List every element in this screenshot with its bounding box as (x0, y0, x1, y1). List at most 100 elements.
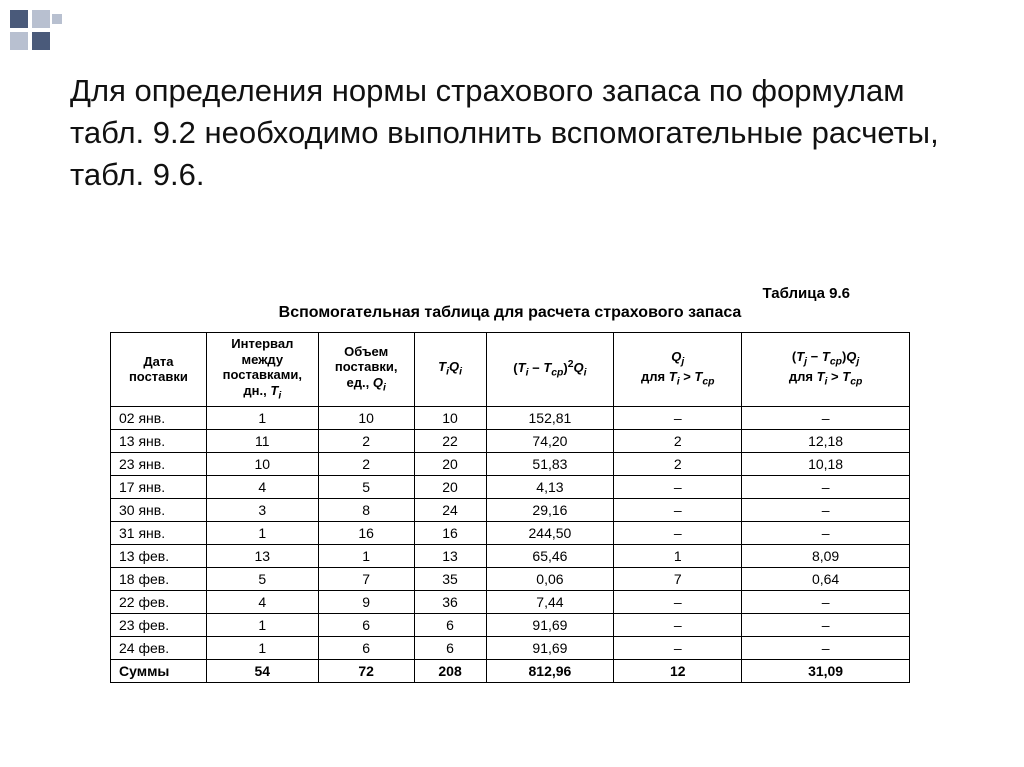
cell-c4: 29,16 (486, 498, 614, 521)
cell-c6: – (742, 521, 910, 544)
cell-c2: 1 (318, 544, 414, 567)
cell-c0: 30 янв. (111, 498, 207, 521)
cell-c0: 23 янв. (111, 452, 207, 475)
cell-c3: 35 (414, 567, 486, 590)
cell-c6: – (742, 475, 910, 498)
cell-c2: 10 (318, 406, 414, 429)
cell-c2: 7 (318, 567, 414, 590)
cell-c4: 152,81 (486, 406, 614, 429)
table-row: 13 фев.1311365,4618,09 (111, 544, 910, 567)
cell-c1: 4 (206, 475, 318, 498)
cell-c2: 2 (318, 452, 414, 475)
cell-c6: 8,09 (742, 544, 910, 567)
cell-c1: 10 (206, 452, 318, 475)
table-row: 31 янв.11616244,50–– (111, 521, 910, 544)
cell-c4: 91,69 (486, 636, 614, 659)
cell-c2: 72 (318, 659, 414, 682)
cell-c5: – (614, 521, 742, 544)
table-header-row: Датапоставки Интервалмеждупоставками,дн.… (111, 333, 910, 407)
table-row: 23 янв.1022051,83210,18 (111, 452, 910, 475)
cell-c1: 1 (206, 521, 318, 544)
table-row: 02 янв.11010152,81–– (111, 406, 910, 429)
th-qj: Qjдля Ti > Tср (614, 333, 742, 407)
cell-c2: 8 (318, 498, 414, 521)
cell-c6: – (742, 613, 910, 636)
cell-c3: 24 (414, 498, 486, 521)
cell-c1: 1 (206, 406, 318, 429)
cell-c6: – (742, 406, 910, 429)
cell-c6: – (742, 590, 910, 613)
cell-c2: 9 (318, 590, 414, 613)
cell-c0: 31 янв. (111, 521, 207, 544)
cell-c5: – (614, 613, 742, 636)
table-row: 23 фев.16691,69–– (111, 613, 910, 636)
cell-c1: 3 (206, 498, 318, 521)
cell-c5: – (614, 636, 742, 659)
cell-c5: 12 (614, 659, 742, 682)
data-table: Датапоставки Интервалмеждупоставками,дн.… (110, 332, 910, 683)
cell-c5: – (614, 590, 742, 613)
cell-c6: 10,18 (742, 452, 910, 475)
cell-c5: – (614, 406, 742, 429)
cell-c4: 812,96 (486, 659, 614, 682)
table-9-6: Таблица 9.6 Вспомогательная таблица для … (110, 285, 910, 683)
cell-c4: 91,69 (486, 613, 614, 636)
cell-c6: 0,64 (742, 567, 910, 590)
table-row: 24 фев.16691,69–– (111, 636, 910, 659)
cell-c3: 20 (414, 452, 486, 475)
table-row: 22 фев.49367,44–– (111, 590, 910, 613)
th-tqj: (Tj − Tср)Qjдля Ti > Tср (742, 333, 910, 407)
cell-c1: 54 (206, 659, 318, 682)
corner-decoration (10, 10, 70, 52)
cell-c0: 24 фев. (111, 636, 207, 659)
cell-c4: 4,13 (486, 475, 614, 498)
cell-c3: 20 (414, 475, 486, 498)
cell-c5: 1 (614, 544, 742, 567)
cell-c3: 36 (414, 590, 486, 613)
cell-c3: 13 (414, 544, 486, 567)
cell-c6: – (742, 498, 910, 521)
cell-c1: 1 (206, 613, 318, 636)
cell-c0: 17 янв. (111, 475, 207, 498)
table-row: 18 фев.57350,0670,64 (111, 567, 910, 590)
table-title: Вспомогательная таблица для расчета стра… (110, 304, 910, 322)
cell-c0: 22 фев. (111, 590, 207, 613)
cell-c1: 5 (206, 567, 318, 590)
cell-c1: 4 (206, 590, 318, 613)
cell-c5: – (614, 498, 742, 521)
cell-c6: – (742, 636, 910, 659)
th-date: Датапоставки (111, 333, 207, 407)
cell-c0: 13 фев. (111, 544, 207, 567)
th-volume: Объемпоставки,ед., Qi (318, 333, 414, 407)
cell-c3: 22 (414, 429, 486, 452)
cell-c3: 6 (414, 636, 486, 659)
cell-c0: 23 фев. (111, 613, 207, 636)
cell-c4: 51,83 (486, 452, 614, 475)
table-row: 17 янв.45204,13–– (111, 475, 910, 498)
cell-c5: 7 (614, 567, 742, 590)
cell-c5: 2 (614, 429, 742, 452)
table-row: 13 янв.1122274,20212,18 (111, 429, 910, 452)
cell-c2: 16 (318, 521, 414, 544)
cell-c0: 02 янв. (111, 406, 207, 429)
cell-c0: Суммы (111, 659, 207, 682)
cell-c4: 7,44 (486, 590, 614, 613)
th-tq: TiQi (414, 333, 486, 407)
cell-c5: 2 (614, 452, 742, 475)
th-variance: (Ti − Tср)2Qi (486, 333, 614, 407)
cell-c2: 6 (318, 613, 414, 636)
table-sum-row: Суммы5472208812,961231,09 (111, 659, 910, 682)
cell-c4: 244,50 (486, 521, 614, 544)
cell-c3: 16 (414, 521, 486, 544)
cell-c6: 31,09 (742, 659, 910, 682)
cell-c1: 13 (206, 544, 318, 567)
cell-c1: 1 (206, 636, 318, 659)
cell-c2: 6 (318, 636, 414, 659)
th-interval: Интервалмеждупоставками,дн., Ti (206, 333, 318, 407)
cell-c4: 0,06 (486, 567, 614, 590)
cell-c0: 18 фев. (111, 567, 207, 590)
table-caption: Таблица 9.6 (110, 285, 910, 302)
cell-c5: – (614, 475, 742, 498)
table-row: 30 янв.382429,16–– (111, 498, 910, 521)
cell-c2: 5 (318, 475, 414, 498)
